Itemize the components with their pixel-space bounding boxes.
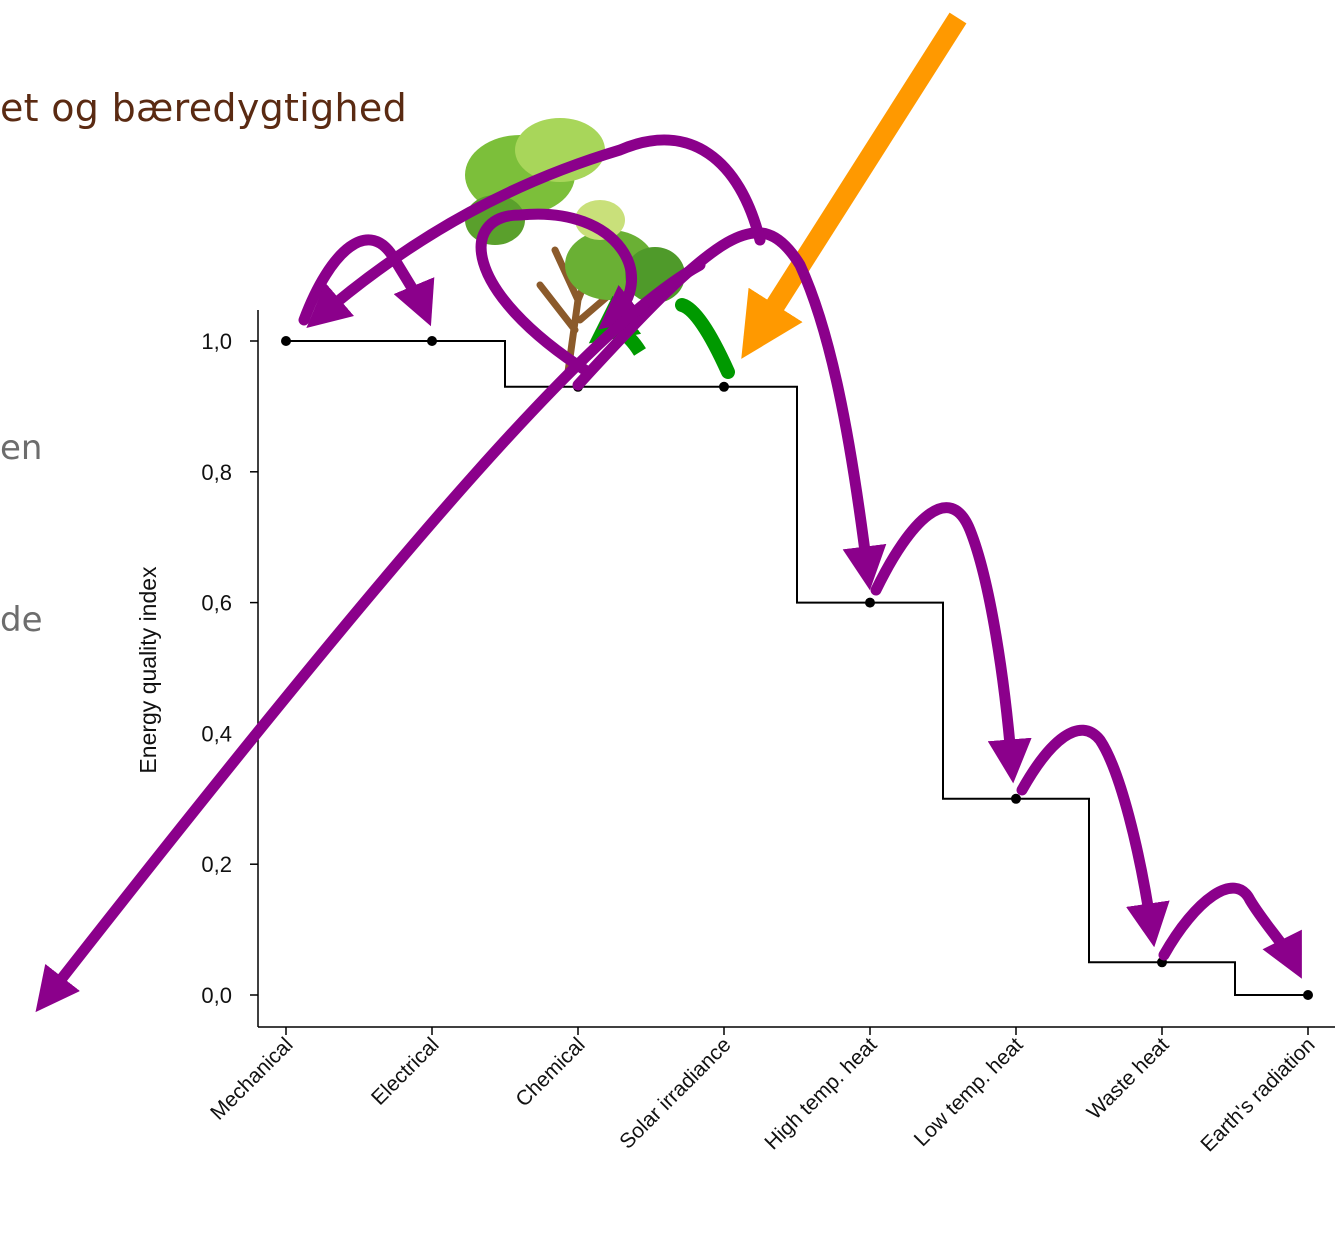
chart-axes [257,310,1335,1028]
y-tick-label: 1,0 [201,329,232,354]
y-tick-label: 0,8 [201,460,232,485]
photosynthesis-arrow [675,298,735,379]
y-tick-label: 0,6 [201,591,232,616]
x-tick-label: Mechanical [206,1033,297,1124]
slide-title: et og bæredygtighed [0,86,408,130]
y-axis-label: Energy quality index [135,566,161,774]
data-point [1303,990,1313,1000]
flow-arrow-waste-radiation [1158,882,1302,979]
step-line-series [286,340,1308,996]
flow-arrow-high-low-heat [870,502,1032,784]
flow-arrow-low-waste-heat [1016,724,1170,948]
flow-arrow-heat-to-mechanical [306,134,766,329]
y-tick-label: 0,4 [201,721,232,746]
energy-flow-arrows [35,12,1302,1013]
x-tick-labels: Mechanical Electrical Chemical Solar irradi… [206,1027,1320,1156]
y-tick-label: 0,2 [201,852,232,877]
x-tick-label: Chemical [511,1033,589,1111]
x-tick-label: Earth's radiation [1196,1033,1319,1156]
data-point [719,381,729,392]
x-tick-label: Low temp. heat [910,1033,1028,1151]
body-text-fragment: en [0,428,43,468]
tree-icon [465,118,685,376]
body-text-fragment: de [0,600,43,640]
sunlight-arrow [741,12,967,359]
x-tick-label: Solar irradiance [615,1033,735,1153]
flow-arrow-chemical-loop [475,208,647,378]
data-point [865,597,875,608]
data-point [427,336,437,346]
data-point [1011,793,1021,804]
x-tick-label: Waste heat [1083,1033,1174,1124]
x-tick-label: Electrical [367,1033,444,1110]
flow-arrow-mechanical-electrical [298,234,435,327]
data-point [281,336,291,346]
flow-arrow-to-work [35,259,706,1013]
y-tick-labels: 0,0 0,2 0,4 0,6 0,8 1,0 [201,329,258,1008]
step-line [286,340,1308,996]
y-tick-label: 0,0 [201,983,232,1008]
x-tick-label: High temp. heat [760,1033,881,1154]
